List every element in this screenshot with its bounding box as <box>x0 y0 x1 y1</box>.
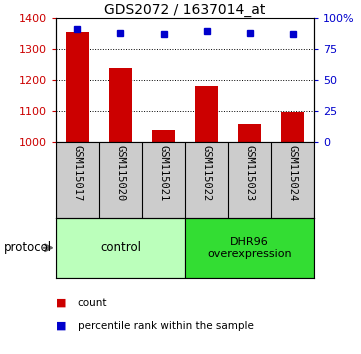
Text: control: control <box>100 241 141 254</box>
Bar <box>281 112 304 142</box>
Text: ■: ■ <box>56 298 66 308</box>
Text: count: count <box>78 298 107 308</box>
Text: GSM115022: GSM115022 <box>201 145 212 202</box>
Bar <box>195 86 218 142</box>
Text: DHR96
overexpression: DHR96 overexpression <box>207 236 292 259</box>
Title: GDS2072 / 1637014_at: GDS2072 / 1637014_at <box>104 3 266 17</box>
Bar <box>66 32 89 142</box>
Bar <box>185 218 314 278</box>
Text: percentile rank within the sample: percentile rank within the sample <box>78 321 253 331</box>
Bar <box>238 124 261 142</box>
Text: ■: ■ <box>56 321 66 331</box>
Bar <box>56 218 185 278</box>
Text: protocol: protocol <box>4 241 52 254</box>
Bar <box>152 130 175 142</box>
Text: GSM115017: GSM115017 <box>73 145 82 202</box>
Text: GSM115024: GSM115024 <box>288 145 297 202</box>
Text: GSM115021: GSM115021 <box>158 145 169 202</box>
Text: GSM115020: GSM115020 <box>116 145 126 202</box>
Bar <box>109 68 132 142</box>
Text: GSM115023: GSM115023 <box>244 145 255 202</box>
